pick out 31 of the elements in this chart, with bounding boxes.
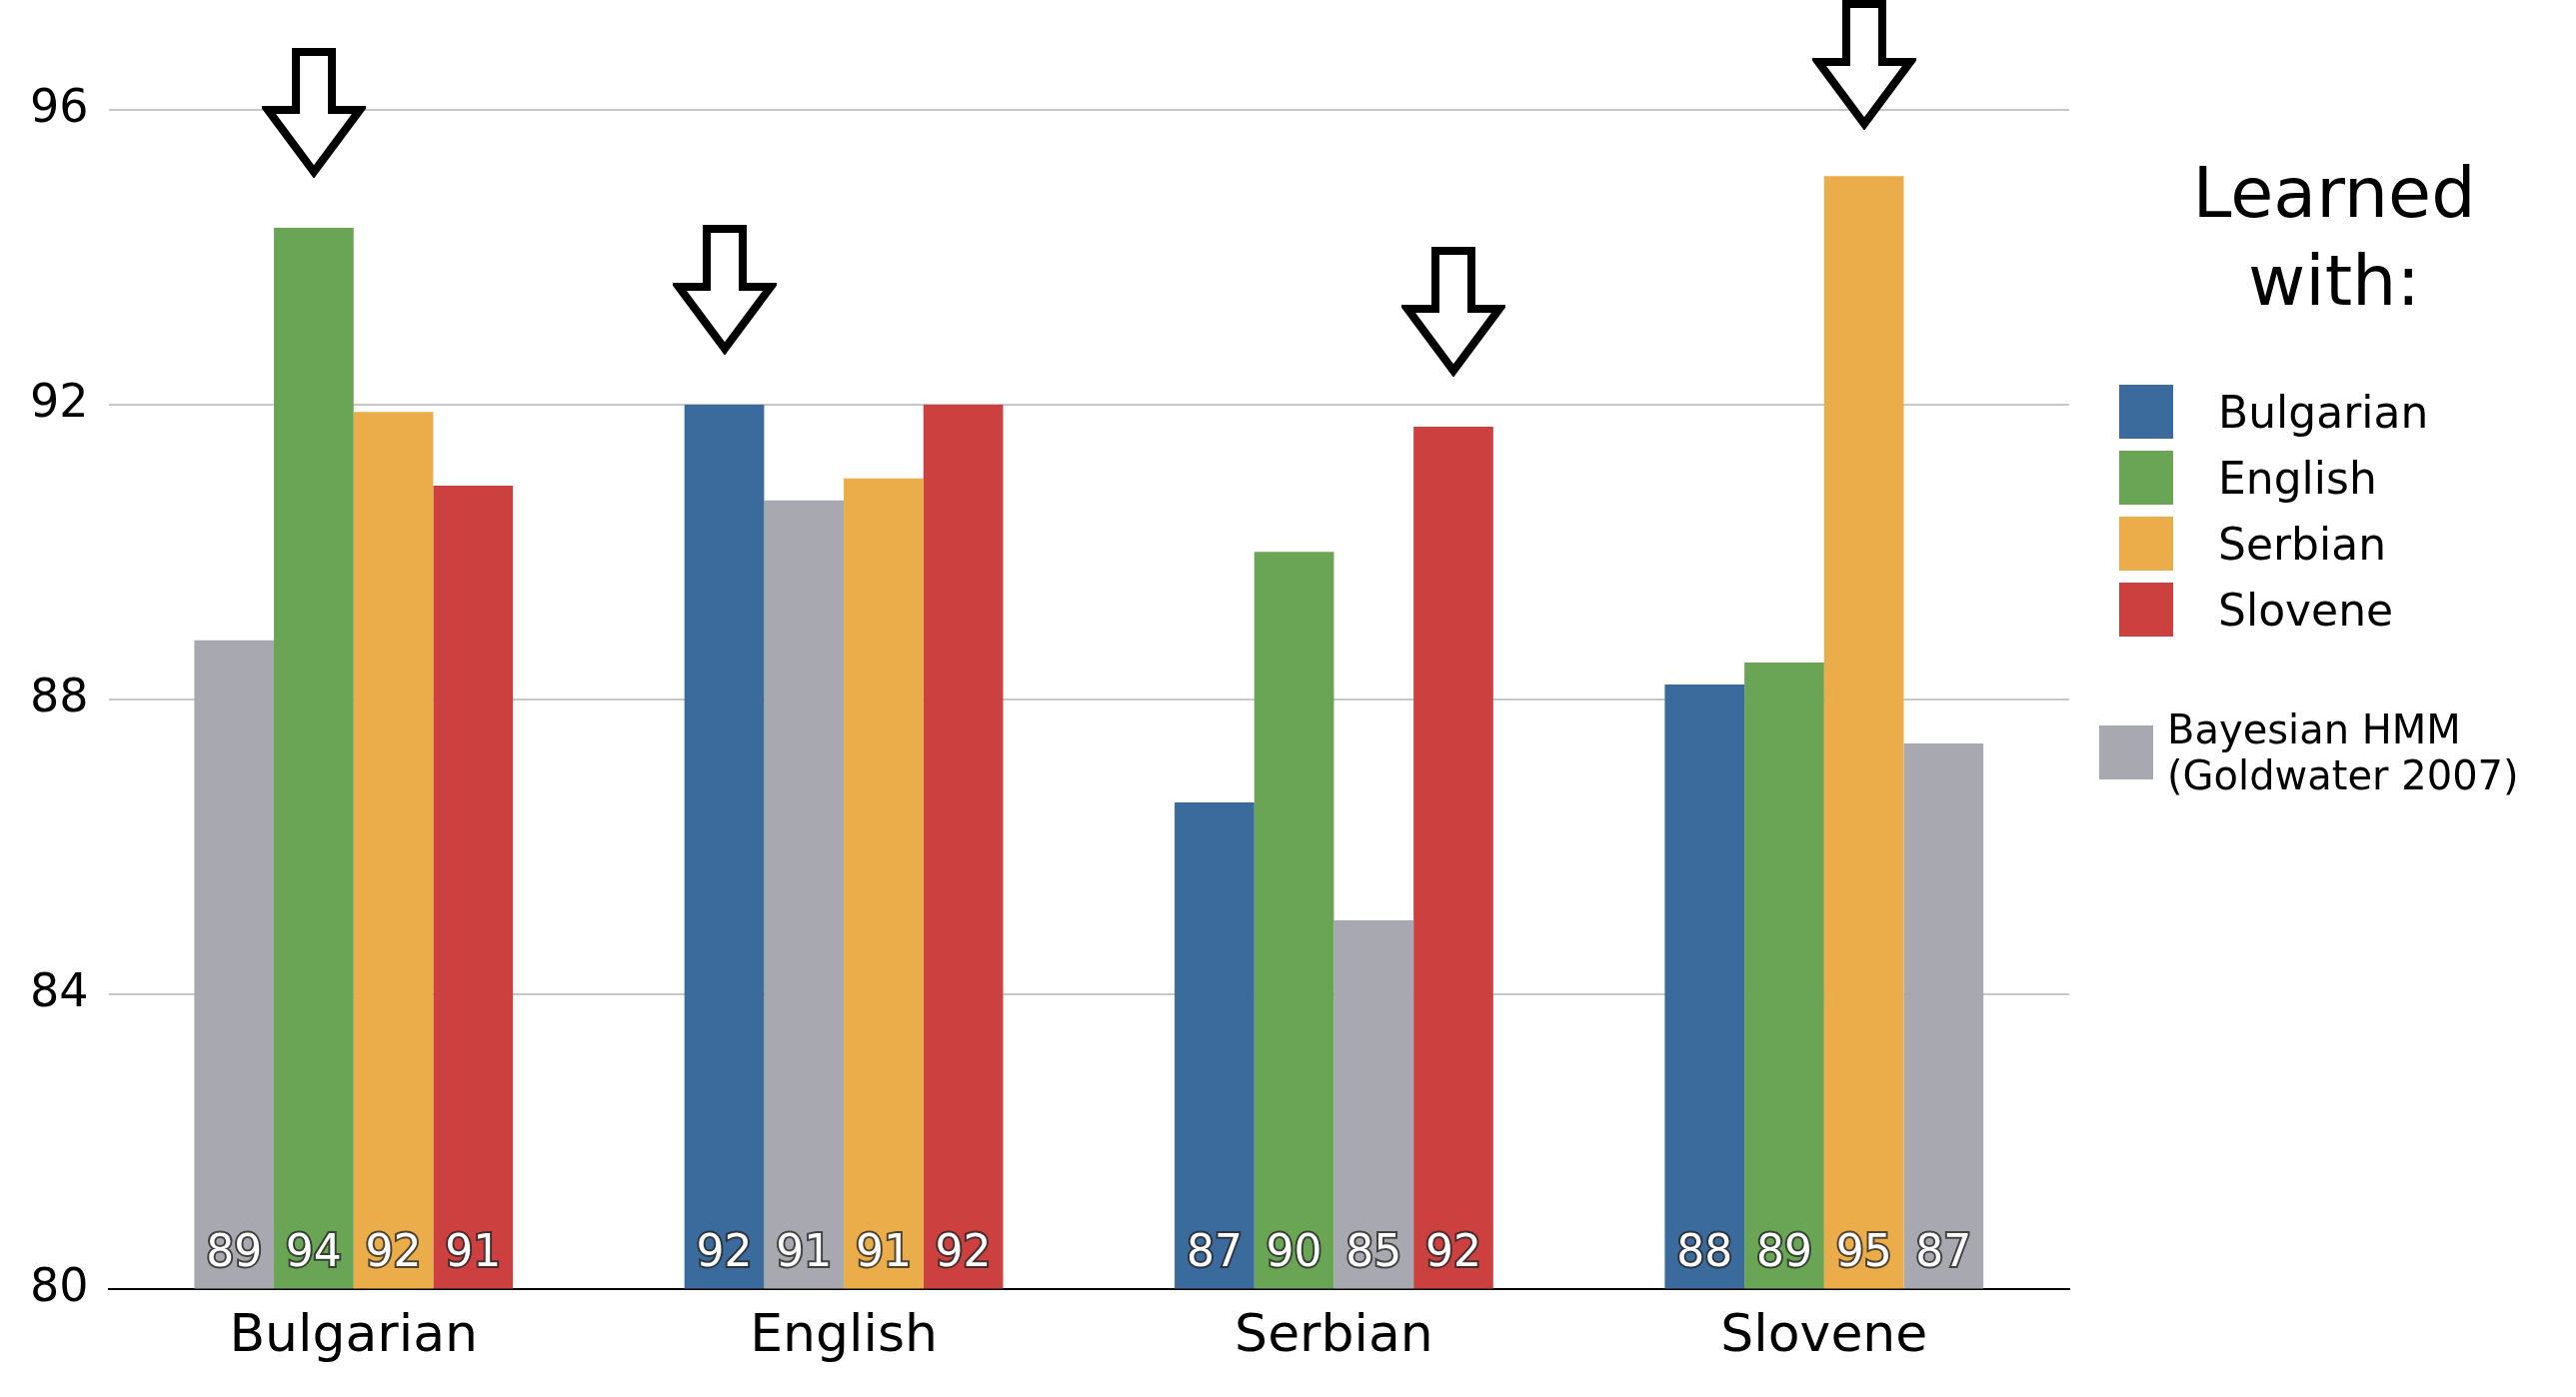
data-label: 88 (1676, 1225, 1733, 1277)
y-tick-label: 84 (29, 962, 89, 1017)
y-tick-label: 88 (29, 668, 89, 722)
y-tick-label: 92 (29, 373, 89, 428)
data-label: 92 (696, 1225, 753, 1277)
y-tick-label: 96 (29, 78, 89, 133)
legend-label: Serbian (2218, 518, 2387, 570)
legend-label: Bulgarian (2218, 386, 2429, 438)
x-tick-label: Slovene (1720, 1303, 1928, 1364)
data-label: 90 (1266, 1225, 1322, 1277)
legend-title: Learned with: (2191, 151, 2477, 324)
data-label: 89 (206, 1225, 263, 1277)
data-label: 92 (1424, 1225, 1481, 1277)
x-tick-label: Bulgarian (229, 1303, 479, 1364)
data-label: 94 (285, 1225, 342, 1277)
data-label: 92 (935, 1225, 992, 1277)
x-tick-label: Serbian (1235, 1303, 1433, 1364)
data-label: 89 (1755, 1225, 1812, 1277)
legend-label: English (2218, 452, 2377, 504)
legend-label: Bayesian HMM (Goldwater 2007) (2167, 706, 2520, 798)
y-tick-label: 80 (29, 1257, 89, 1312)
legend-label: Slovene (2218, 584, 2394, 636)
data-label: 87 (1186, 1225, 1243, 1277)
data-label: 92 (365, 1225, 422, 1277)
data-label: 91 (445, 1225, 502, 1277)
data-label: 87 (1915, 1225, 1972, 1277)
data-label: 85 (1345, 1225, 1402, 1277)
data-label: 95 (1835, 1225, 1892, 1277)
data-label: 91 (776, 1225, 833, 1277)
x-tick-label: English (750, 1303, 938, 1364)
data-label: 91 (855, 1225, 912, 1277)
